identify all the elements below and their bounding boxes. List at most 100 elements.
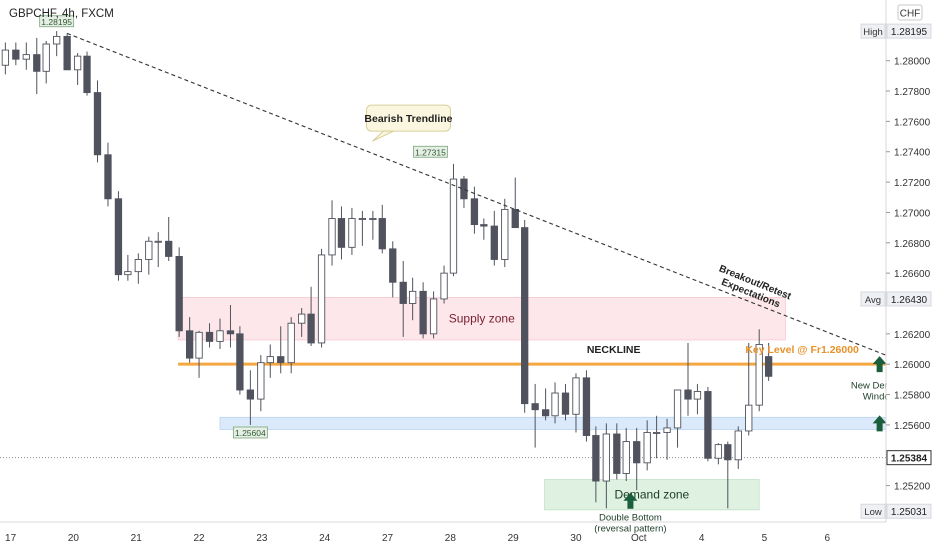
candle-72[interactable] [714, 443, 723, 465]
candle-53[interactable] [521, 220, 529, 413]
marker-label-high: High [863, 27, 883, 38]
candle-body [12, 49, 20, 60]
marker-value-low: 1.25031 [891, 507, 928, 518]
candle-23[interactable] [216, 318, 224, 350]
marker-last[interactable]: 1.25384 [886, 450, 932, 466]
candle-9[interactable] [73, 53, 82, 85]
candle-body [298, 313, 306, 324]
candle-71[interactable] [704, 386, 712, 462]
candle-32[interactable] [307, 286, 315, 346]
candle-67[interactable] [663, 418, 671, 460]
candle-54[interactable] [531, 383, 539, 448]
candle-58[interactable] [572, 373, 580, 433]
candle-57[interactable] [561, 383, 570, 421]
candle-18[interactable] [165, 216, 173, 261]
candle-61[interactable] [602, 423, 610, 509]
candle-12[interactable] [104, 142, 112, 207]
candle-26[interactable] [246, 370, 255, 425]
candle-51[interactable] [501, 198, 509, 268]
candle-17[interactable] [154, 232, 162, 268]
candle-20[interactable] [185, 317, 194, 363]
price-axis[interactable]: 1.28000 1.27800 1.27600 1.27400 1.27200 1.270… [860, 0, 932, 522]
candle-75[interactable] [745, 342, 753, 436]
candle-15[interactable] [134, 253, 142, 284]
candle-11[interactable] [93, 80, 102, 163]
candle-34[interactable] [328, 200, 336, 266]
candle-77[interactable] [764, 342, 773, 381]
candle-62[interactable] [613, 423, 621, 480]
candle-25[interactable] [236, 326, 244, 395]
candle-4[interactable] [22, 42, 30, 70]
candle-74[interactable] [734, 426, 742, 469]
candle-31[interactable] [298, 308, 306, 337]
candle-55[interactable] [541, 388, 550, 421]
candle-body [541, 409, 550, 417]
candle-27[interactable] [257, 355, 265, 412]
candle-28[interactable] [266, 344, 274, 378]
candle-63[interactable] [622, 427, 630, 482]
tag-low-text: 1.25604 [235, 428, 266, 438]
candle-body [652, 432, 661, 434]
candle-37[interactable] [358, 210, 367, 246]
candle-24[interactable] [226, 305, 235, 348]
candle-38[interactable] [369, 210, 377, 240]
annotation-new-demand-line-1: New Demand [851, 380, 909, 391]
candle-46[interactable] [449, 163, 458, 277]
candle-40[interactable] [389, 241, 397, 298]
candle-49[interactable] [480, 218, 488, 240]
candle-33[interactable] [317, 248, 326, 348]
candle-2[interactable] [1, 42, 10, 75]
candle-22[interactable] [205, 323, 214, 348]
time-axis[interactable]: 17 20 21 22 23 24 27 28 29 30 Oct 4 5 6 [0, 521, 886, 544]
annotation-trendline-callout: Bearish Trendline [364, 113, 452, 125]
candle-73[interactable] [724, 441, 732, 509]
candle-68[interactable] [673, 389, 682, 448]
candle-35[interactable] [337, 206, 346, 260]
candle-body [693, 391, 702, 400]
candle-body [42, 43, 50, 72]
candle-65[interactable] [643, 420, 651, 471]
candle-44[interactable] [429, 291, 438, 339]
candle-43[interactable] [419, 282, 427, 339]
candle-16[interactable] [145, 236, 153, 275]
candle-60[interactable] [592, 426, 600, 503]
candle-47[interactable] [460, 176, 468, 208]
candle-41[interactable] [399, 261, 407, 337]
candle-39[interactable] [378, 204, 386, 254]
candle-7[interactable] [53, 31, 61, 57]
candle-21[interactable] [195, 330, 203, 378]
candle-8[interactable] [63, 33, 71, 71]
candle-5[interactable] [33, 37, 41, 95]
marker-low[interactable]: Low 1.25031 [860, 503, 932, 519]
candle-14[interactable] [124, 254, 132, 281]
candle-69[interactable] [684, 342, 692, 416]
candle-body [1, 49, 10, 66]
marker-label-box [860, 23, 886, 39]
candle-66[interactable] [652, 415, 661, 459]
candle-29[interactable] [277, 326, 285, 374]
candle-30[interactable] [287, 317, 295, 374]
candle-56[interactable] [551, 382, 559, 424]
y-tick-1.27600: 1.27600 [894, 117, 931, 128]
marker-high[interactable]: High 1.28195 [860, 23, 932, 39]
candle-body [175, 255, 183, 332]
candle-52[interactable] [511, 177, 519, 229]
candle-42[interactable] [408, 277, 417, 321]
marker-avg[interactable]: Avg 1.26430 [860, 291, 932, 307]
candle-48[interactable] [470, 186, 479, 234]
candle-6[interactable] [42, 40, 50, 84]
candle-13[interactable] [114, 191, 123, 281]
candle-76[interactable] [755, 329, 763, 412]
currency-badge[interactable] [897, 4, 923, 21]
candle-10[interactable] [83, 51, 91, 96]
candle-19[interactable] [175, 247, 183, 337]
candle-64[interactable] [633, 427, 641, 491]
candle-3[interactable] [12, 42, 20, 66]
candle-body [673, 389, 682, 429]
candle-50[interactable] [490, 210, 498, 266]
candle-59[interactable] [582, 370, 591, 442]
candle-36[interactable] [348, 207, 356, 255]
candle-45[interactable] [440, 265, 448, 304]
candle-body [226, 330, 235, 335]
candle-70[interactable] [693, 383, 702, 415]
